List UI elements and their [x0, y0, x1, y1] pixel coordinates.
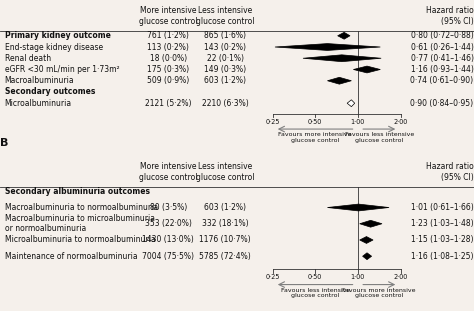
Text: 761 (1·2%): 761 (1·2%)	[147, 31, 189, 40]
Text: 2·00: 2·00	[393, 274, 408, 281]
Text: Hazard ratio
(95% CI): Hazard ratio (95% CI)	[426, 162, 474, 182]
Text: 0·77 (0·41–1·46): 0·77 (0·41–1·46)	[410, 54, 474, 63]
Text: 143 (0·2%): 143 (0·2%)	[204, 43, 246, 52]
Text: Less intensive
glucose control: Less intensive glucose control	[196, 6, 255, 26]
Text: eGFR <30 mL/min per 1·73m²: eGFR <30 mL/min per 1·73m²	[5, 65, 119, 74]
Text: Favours more intensive
glucose control: Favours more intensive glucose control	[278, 132, 352, 143]
Text: Microalbuminuria to normoalbuminuria: Microalbuminuria to normoalbuminuria	[5, 235, 155, 244]
Text: 353 (22·0%): 353 (22·0%)	[145, 219, 191, 228]
Polygon shape	[275, 44, 380, 50]
Text: Macroalbuminuria to normoalbuminuria: Macroalbuminuria to normoalbuminuria	[5, 203, 158, 212]
Text: 0·25: 0·25	[265, 274, 280, 281]
Text: Secondary outcomes: Secondary outcomes	[5, 87, 95, 96]
Text: 1·16 (0·93–1·44): 1·16 (0·93–1·44)	[410, 65, 474, 74]
Text: 509 (0·9%): 509 (0·9%)	[147, 76, 190, 85]
Text: 5785 (72·4%): 5785 (72·4%)	[199, 252, 251, 261]
Text: Favours less intensive
glucose control: Favours less intensive glucose control	[345, 132, 414, 143]
Text: Secondary albuminuria outcomes: Secondary albuminuria outcomes	[5, 187, 150, 196]
Text: End-stage kidney disease: End-stage kidney disease	[5, 43, 103, 52]
Text: 149 (0·3%): 149 (0·3%)	[204, 65, 246, 74]
Text: 1·00: 1·00	[351, 119, 365, 125]
Text: 1·01 (0·61–1·66): 1·01 (0·61–1·66)	[411, 203, 474, 212]
Text: 1·23 (1·03–1·48): 1·23 (1·03–1·48)	[411, 219, 474, 228]
Polygon shape	[337, 32, 350, 39]
Text: 2·00: 2·00	[393, 119, 408, 125]
Text: Favours more intensive
glucose control: Favours more intensive glucose control	[342, 288, 416, 299]
Text: Favours less intensive
glucose control: Favours less intensive glucose control	[281, 288, 350, 299]
Text: Less intensive
glucose control: Less intensive glucose control	[196, 162, 255, 182]
Text: 18 (0·0%): 18 (0·0%)	[150, 54, 187, 63]
Text: 7004 (75·5%): 7004 (75·5%)	[142, 252, 194, 261]
Polygon shape	[360, 220, 382, 227]
Text: 1176 (10·7%): 1176 (10·7%)	[200, 235, 251, 244]
Text: More intensive
glucose control: More intensive glucose control	[139, 6, 198, 26]
Polygon shape	[303, 55, 381, 62]
Text: 22 (0·1%): 22 (0·1%)	[207, 54, 244, 63]
Text: 603 (1·2%): 603 (1·2%)	[204, 203, 246, 212]
Text: 865 (1·6%): 865 (1·6%)	[204, 31, 246, 40]
Text: Primary kidney outcome: Primary kidney outcome	[5, 31, 110, 40]
Text: Renal death: Renal death	[5, 54, 51, 63]
Polygon shape	[363, 253, 372, 260]
Polygon shape	[360, 237, 373, 244]
Text: Microalbuminuria: Microalbuminuria	[5, 99, 72, 108]
Text: 603 (1·2%): 603 (1·2%)	[204, 76, 246, 85]
Text: 2121 (5·2%): 2121 (5·2%)	[145, 99, 191, 108]
Text: 175 (0·3%): 175 (0·3%)	[147, 65, 189, 74]
Text: 0·50: 0·50	[308, 119, 322, 125]
Polygon shape	[354, 66, 380, 73]
Text: 1430 (13·0%): 1430 (13·0%)	[142, 235, 194, 244]
Text: 0·61 (0·26–1·44): 0·61 (0·26–1·44)	[410, 43, 474, 52]
Text: Hazard ratio
(95% CI): Hazard ratio (95% CI)	[426, 6, 474, 26]
Text: 80 (3·5%): 80 (3·5%)	[150, 203, 187, 212]
Text: 1·00: 1·00	[351, 274, 365, 281]
Text: 1·15 (1·03–1·28): 1·15 (1·03–1·28)	[411, 235, 474, 244]
Text: 332 (18·1%): 332 (18·1%)	[202, 219, 248, 228]
Text: 0·25: 0·25	[265, 119, 280, 125]
Polygon shape	[328, 77, 351, 84]
Text: 113 (0·2%): 113 (0·2%)	[147, 43, 189, 52]
Polygon shape	[328, 204, 389, 211]
Text: Macroalbuminuria to microalbuminuria
or normoalbuminuria: Macroalbuminuria to microalbuminuria or …	[5, 214, 155, 234]
Text: 0·50: 0·50	[308, 274, 322, 281]
Text: 0·74 (0·61–0·90): 0·74 (0·61–0·90)	[410, 76, 474, 85]
Polygon shape	[347, 100, 355, 107]
Text: 2210 (6·3%): 2210 (6·3%)	[202, 99, 248, 108]
Text: 0·90 (0·84–0·95): 0·90 (0·84–0·95)	[410, 99, 474, 108]
Text: Maintenance of normoalbuminuria: Maintenance of normoalbuminuria	[5, 252, 137, 261]
Text: Macroalbuminuria: Macroalbuminuria	[5, 76, 74, 85]
Text: 1·16 (1·08–1·25): 1·16 (1·08–1·25)	[411, 252, 474, 261]
Text: More intensive
glucose control: More intensive glucose control	[139, 162, 198, 182]
Text: B: B	[0, 138, 9, 148]
Text: 0·80 (0·72–0·88): 0·80 (0·72–0·88)	[411, 31, 474, 40]
